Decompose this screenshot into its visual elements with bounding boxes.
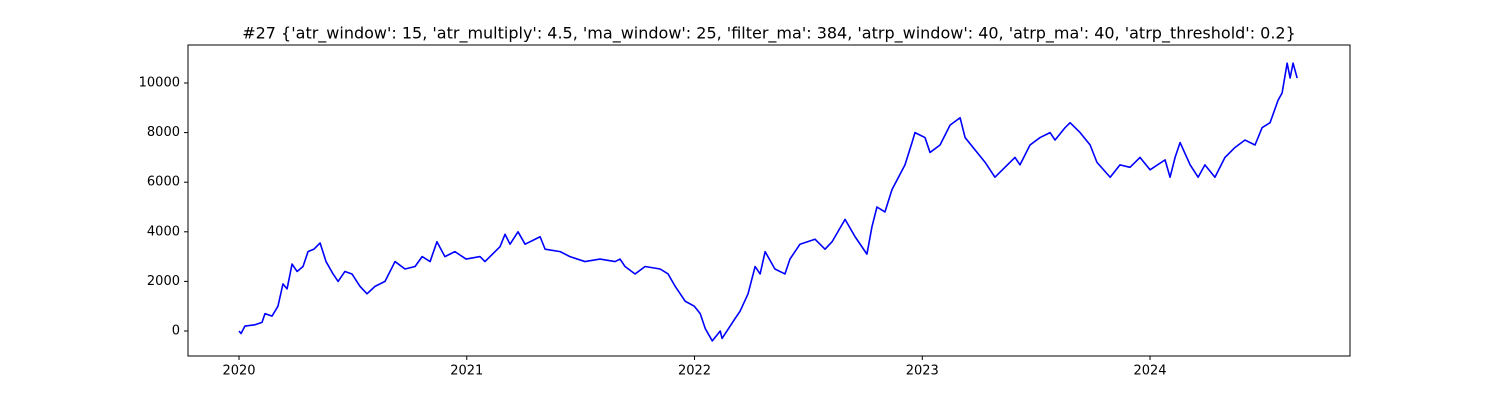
y-tick-label: 0 <box>172 324 180 339</box>
y-tick-label: 10000 <box>139 75 180 90</box>
y-tick-label: 2000 <box>147 274 180 289</box>
x-tick-label: 2021 <box>450 364 483 379</box>
y-tick-label: 6000 <box>147 175 180 190</box>
axes-frame <box>187 44 1351 357</box>
x-tick-label: 2022 <box>678 364 711 379</box>
x-tick-label: 2020 <box>222 364 255 379</box>
y-tick-label: 4000 <box>147 224 180 239</box>
x-tick-label: 2023 <box>906 364 939 379</box>
y-tick-label: 8000 <box>147 125 180 140</box>
x-tick-label: 2024 <box>1133 364 1166 379</box>
data-line <box>238 62 1298 342</box>
chart-title: #27 {'atr_window': 15, 'atr_multiply': 4… <box>242 24 1296 44</box>
